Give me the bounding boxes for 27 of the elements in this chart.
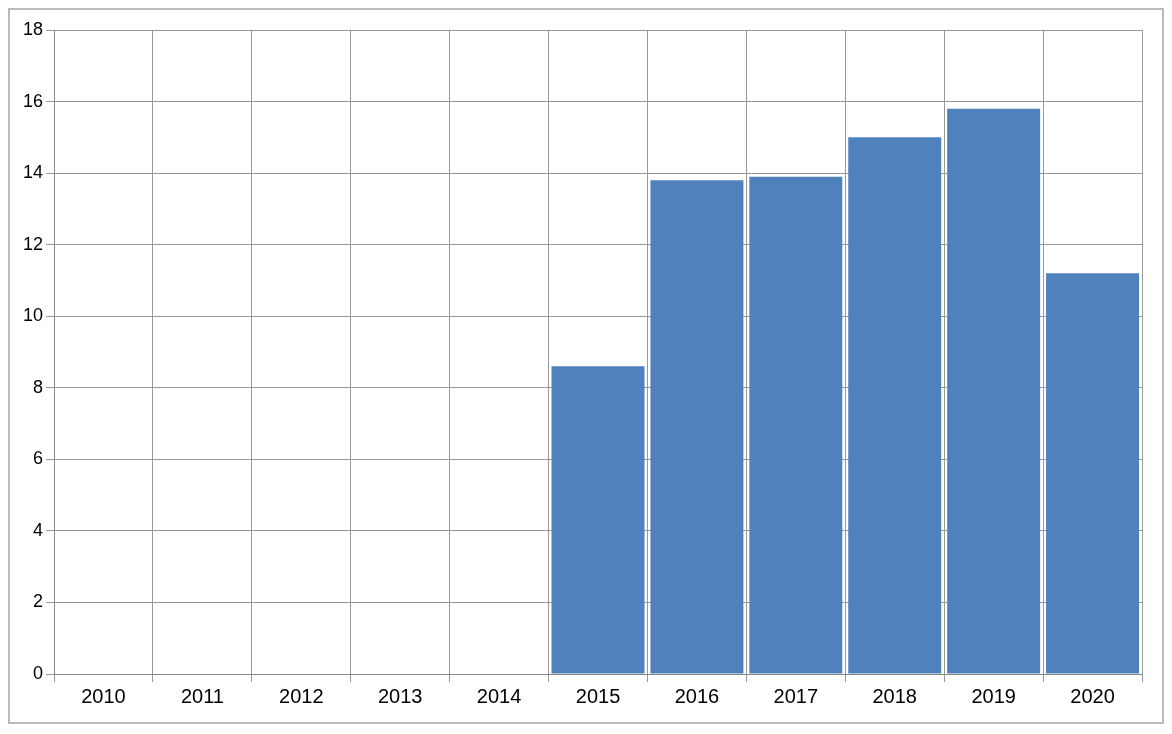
x-tick-label: 2014: [476, 684, 522, 707]
y-tick-label: 8: [33, 376, 44, 397]
x-tick-label: 2020: [1070, 684, 1115, 707]
x-tick-label: 2017: [773, 684, 819, 707]
bar: [749, 176, 843, 674]
y-tick-label: 18: [22, 18, 44, 39]
x-tick-label: 2011: [180, 684, 224, 707]
y-tick-label: 2: [33, 591, 44, 612]
y-tick-label: 14: [22, 162, 44, 183]
x-tick-label: 2018: [872, 684, 917, 707]
y-tick-label: 12: [22, 233, 44, 254]
bar: [1046, 273, 1140, 674]
bar: [650, 180, 744, 674]
bar: [551, 366, 645, 674]
x-tick-label: 2012: [279, 684, 324, 707]
x-tick-label: 2016: [674, 684, 720, 707]
y-tick-label: 6: [33, 448, 44, 469]
x-tick-label: 2015: [575, 684, 621, 707]
x-tick-label: 2019: [971, 684, 1016, 707]
y-tick-label: 0: [33, 662, 44, 683]
y-tick-label: 16: [22, 90, 44, 111]
y-tick-label: 4: [33, 519, 44, 540]
y-tick-label: 10: [22, 305, 44, 326]
bar: [848, 137, 942, 674]
x-tick-label: 2010: [81, 684, 126, 707]
bar: [947, 108, 1041, 674]
x-tick-label: 2013: [377, 684, 423, 707]
